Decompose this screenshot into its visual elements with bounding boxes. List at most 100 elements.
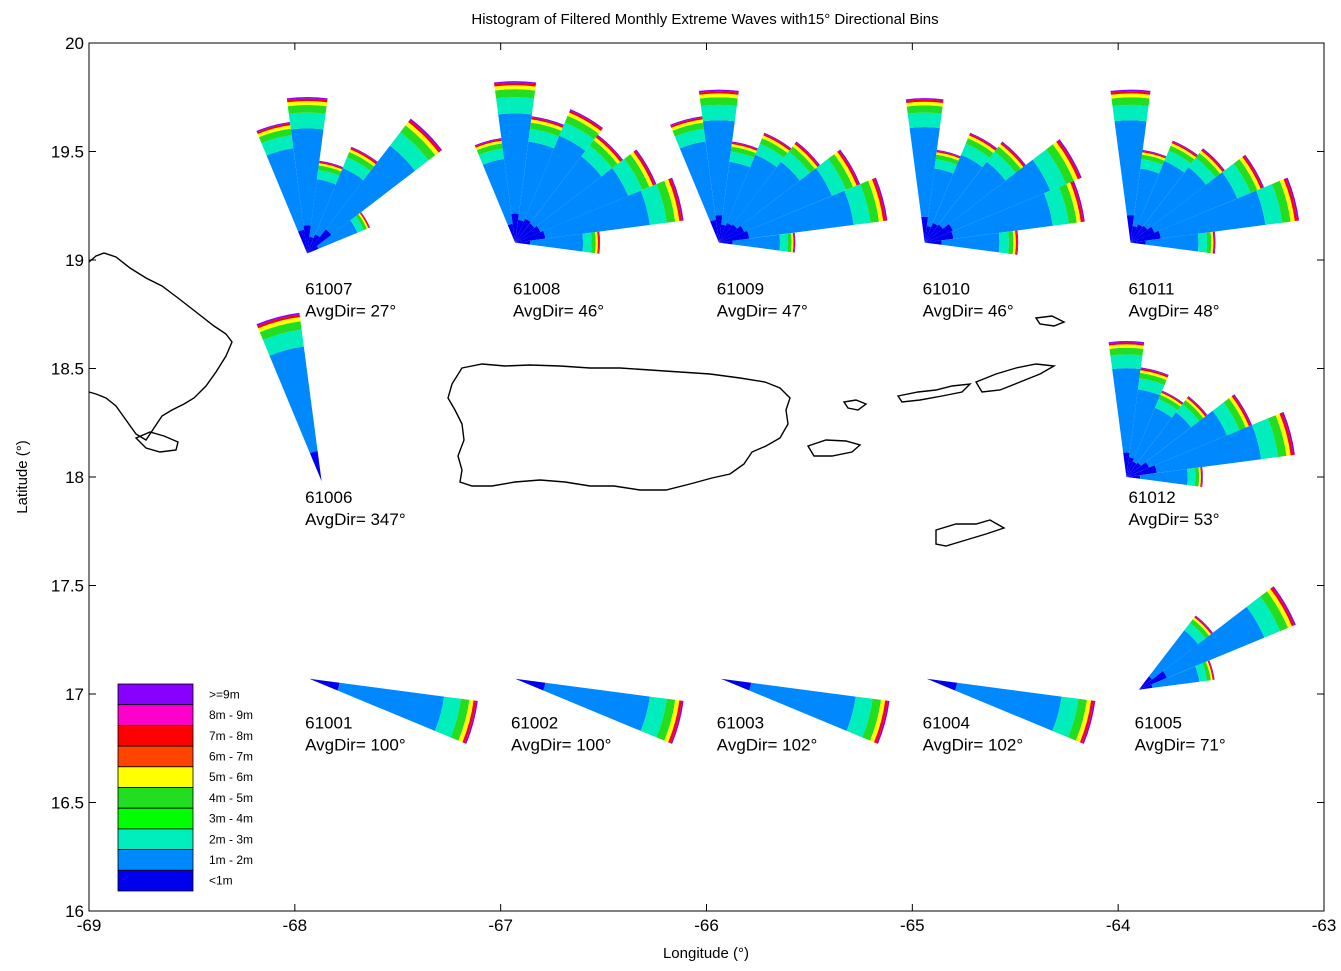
rose-wedge-segment [536, 168, 629, 233]
stations: 61007 AvgDir= 27° 61008 AvgDir= 46° 61009 Avg… [256, 81, 1300, 755]
x-tick-label: -68 [283, 916, 308, 935]
rose-wedge-segment [482, 159, 513, 226]
station-61003: 61003 AvgDir= 102° [717, 678, 890, 755]
rose-wedge-segment [668, 700, 682, 744]
rose-wedge-segment [476, 143, 503, 155]
rose-wedge-segment [747, 190, 854, 239]
rose-wedge-segment [1142, 149, 1167, 158]
rose-wedge-segment [286, 97, 328, 100]
rose-wedge-segment [1281, 411, 1295, 455]
rose-wedge-segment [672, 122, 704, 137]
rose-wedge-segment [316, 220, 358, 249]
rose-wedge-segment [1044, 187, 1069, 226]
rose-wedge-segment [259, 128, 292, 144]
rose-wedge-segment [298, 229, 308, 254]
rose-wedge-segment [342, 157, 371, 181]
rose-wedge-segment [1158, 190, 1266, 239]
rose-wedge-segment [266, 148, 305, 232]
rose-wedge-segment [515, 223, 535, 243]
rose-wedge-segment [790, 232, 794, 253]
rose-wedge-segment [256, 312, 300, 326]
rose-wedge-segment [1145, 233, 1199, 252]
rose-wedge-segment [1176, 404, 1200, 428]
rose-wedge-segment [668, 178, 682, 221]
rose-wedge-segment [763, 132, 792, 150]
rose-wedge-segment [702, 120, 735, 216]
rose-wedge-segment [872, 178, 886, 221]
rose-wedge-segment [828, 154, 854, 190]
rose-wedge-segment [1132, 407, 1172, 464]
rose-wedge-segment [844, 184, 871, 225]
rose-wedge-segment [531, 116, 564, 126]
rose-wedge-segment [731, 144, 757, 154]
rose-wedge-segment [515, 218, 531, 243]
rose-wedge-segment [936, 150, 961, 159]
x-tick-label: -63 [1312, 916, 1337, 935]
rose-wedge-segment [564, 115, 599, 140]
legend-swatch [117, 745, 194, 768]
x-tick-label: -65 [900, 916, 925, 935]
rose-wedge-segment [1112, 368, 1141, 453]
rose-wedge-segment [1260, 591, 1288, 632]
rose-wedge-segment [475, 140, 502, 151]
rose-wedge-segment [816, 158, 847, 196]
station-avgdir-label: AvgDir= 47° [717, 302, 808, 321]
station-avgdir-label: AvgDir= 100° [305, 736, 406, 755]
rose-wedge-segment [589, 140, 618, 169]
rose-wedge-segment [906, 101, 944, 107]
rose-wedge-segment [347, 152, 374, 171]
rose-wedge-segment [1161, 391, 1183, 405]
rose-wedge-segment [569, 110, 603, 131]
rose-wedge-segment [318, 163, 343, 172]
rose-wedge-segment [1058, 139, 1082, 179]
x-tick-label: -64 [1106, 916, 1131, 935]
rose-wedge-segment [515, 219, 524, 243]
rose-wedge-segment [936, 149, 961, 158]
rose-wedge-segment [515, 240, 531, 245]
rose-wedge-segment [1032, 149, 1066, 191]
rose-wedge-segment [261, 135, 294, 156]
rose-wedge-segment [905, 98, 944, 101]
rose-wedge-segment [1056, 140, 1081, 180]
rose-wedge-segment [749, 682, 856, 731]
rose-wedge-segment [1256, 184, 1283, 225]
rose-wedge-segment [787, 233, 792, 253]
rose-wedge-segment [762, 135, 790, 153]
rose-wedge-segment [1000, 142, 1025, 167]
rose-wedge-segment [1239, 156, 1261, 191]
station-avgdir-label: AvgDir= 48° [1128, 302, 1219, 321]
station-avgdir-label: AvgDir= 46° [513, 302, 604, 321]
rose-wedge-segment [969, 133, 997, 151]
station-id-label: 61002 [511, 714, 558, 733]
legend-label: 3m - 4m [209, 812, 253, 826]
rose-wedge-segment [287, 100, 328, 107]
station-id-label: 61009 [717, 280, 764, 299]
rose-wedge-segment [1137, 378, 1165, 396]
rose-wedge-segment [1194, 616, 1213, 635]
rose-wedge-segment [458, 699, 474, 743]
rose-wedge-segment [934, 159, 957, 174]
rose-wedge-segment [961, 143, 990, 168]
station-avgdir-label: AvgDir= 100° [511, 736, 612, 755]
rose-wedge-segment [525, 135, 586, 222]
rose-wedge-segment [543, 190, 650, 239]
station-61010: 61010 AvgDir= 46° [905, 98, 1085, 321]
rose-wedge-segment [671, 119, 703, 131]
rose-wedge-segment [450, 698, 470, 741]
rose-wedge-segment [496, 97, 534, 115]
legend-swatch [117, 828, 194, 851]
y-tick-label: 17.5 [51, 577, 84, 596]
rose-wedge-segment [288, 112, 326, 130]
rose-wedge-segment [462, 700, 477, 744]
rose-wedge-segment [1142, 150, 1166, 159]
rose-wedge-segment [475, 139, 502, 148]
rose-wedge-segment [1158, 394, 1181, 411]
rose-wedge-segment [1130, 230, 1161, 243]
rose-wedge-segment [967, 135, 996, 153]
rose-wedge-segment [494, 85, 536, 91]
legend-label: 6m - 7m [209, 749, 253, 763]
rose-wedge-segment [1138, 676, 1153, 690]
rose-wedge-segment [494, 81, 537, 85]
station-id-label: 61010 [923, 280, 970, 299]
